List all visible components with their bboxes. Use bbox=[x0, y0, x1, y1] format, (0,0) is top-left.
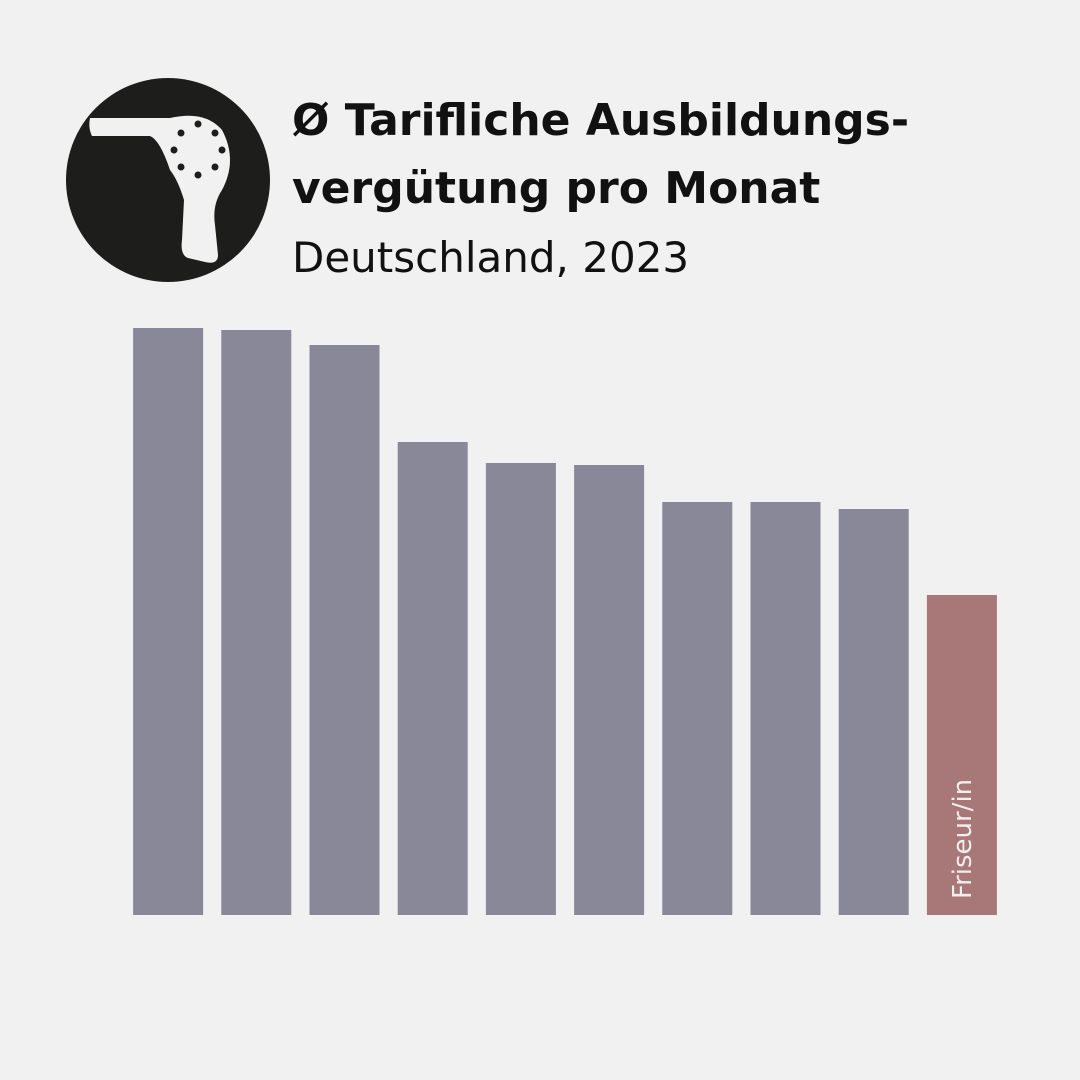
bar bbox=[838, 509, 909, 915]
bar bbox=[926, 595, 997, 915]
bar bbox=[662, 502, 733, 915]
bar bbox=[309, 345, 380, 915]
bar-label: Friseur/in bbox=[948, 779, 978, 899]
bar bbox=[133, 328, 204, 915]
bar bbox=[750, 502, 821, 915]
chart-title: vergütung pro Monat bbox=[292, 163, 820, 214]
hair-dryer-icon bbox=[66, 78, 270, 282]
bar bbox=[485, 463, 556, 915]
bar bbox=[221, 330, 292, 915]
chart-subtitle: Deutschland, 2023 bbox=[292, 233, 689, 282]
bar bbox=[397, 442, 468, 915]
chart-title: Ø Tarifliche Ausbildungs- bbox=[292, 95, 909, 146]
bar bbox=[574, 465, 645, 915]
